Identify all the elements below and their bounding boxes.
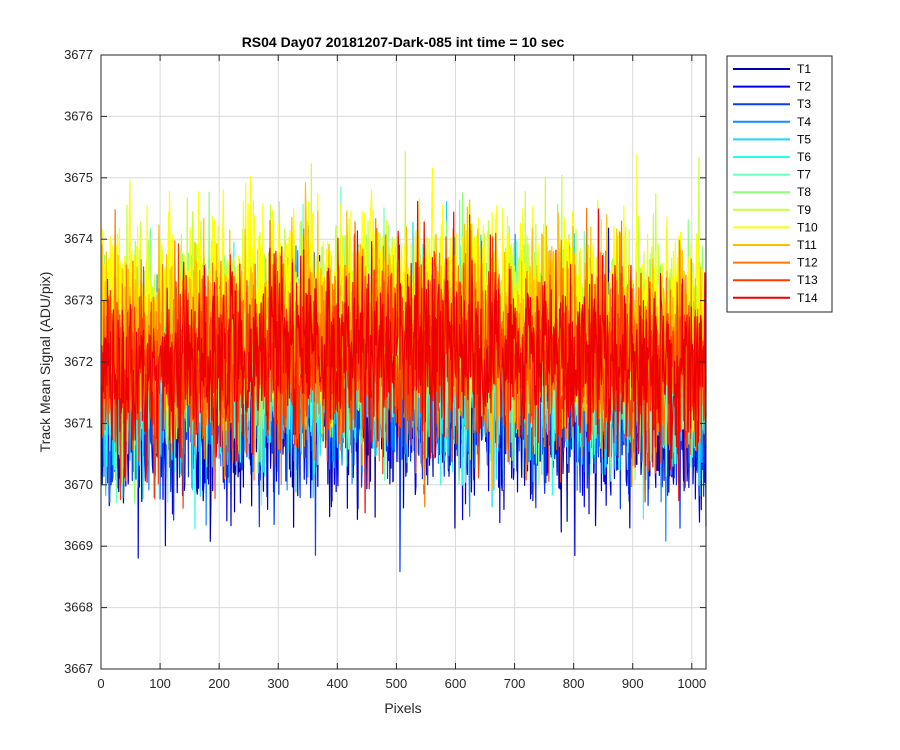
y-tick-label: 3676 <box>64 108 93 123</box>
legend-entry-t5: T5 <box>733 132 811 146</box>
legend-label: T5 <box>797 132 811 146</box>
legend-entry-t7: T7 <box>733 168 811 182</box>
legend-label: T3 <box>797 97 811 111</box>
legend-label: T2 <box>797 80 811 94</box>
legend-entry-t8: T8 <box>733 185 811 199</box>
legend-label: T9 <box>797 203 811 217</box>
y-tick-label: 3677 <box>64 47 93 62</box>
x-tick-label: 700 <box>504 676 526 691</box>
y-tick-label: 3668 <box>64 600 93 615</box>
axis-ticks: 0 100 200 300 400 500 600 700 800 900 1000 3667 3668… <box>64 47 706 691</box>
legend-entry-t3: T3 <box>733 97 811 111</box>
y-axis-label: Track Mean Signal (ADU/pix) <box>37 272 53 453</box>
legend-label: T13 <box>797 273 818 287</box>
legend-entry-t4: T4 <box>733 115 811 129</box>
x-tick-label: 800 <box>563 676 585 691</box>
x-tick-label: 400 <box>326 676 348 691</box>
x-tick-label: 0 <box>97 676 104 691</box>
legend-label: T8 <box>797 185 811 199</box>
legend-entry-t13: T13 <box>733 273 818 287</box>
x-axis-label: Pixels <box>384 700 421 716</box>
legend-entry-t1: T1 <box>733 62 811 76</box>
series-line-t14 <box>100 200 707 514</box>
x-tick-label: 100 <box>149 676 171 691</box>
legend-label: T4 <box>797 115 811 129</box>
y-tick-label: 3667 <box>64 661 93 676</box>
x-tick-label: 500 <box>386 676 408 691</box>
y-tick-label: 3671 <box>64 415 93 430</box>
legend-label: T14 <box>797 291 818 305</box>
y-tick-label: 3672 <box>64 354 93 369</box>
legend-entry-t6: T6 <box>733 150 811 164</box>
legend-entry-t14: T14 <box>733 291 818 305</box>
legend-label: T11 <box>797 238 817 252</box>
legend-label: T1 <box>797 62 811 76</box>
y-tick-label: 3670 <box>64 477 93 492</box>
legend-items: T1 T2 T3 T4 T5 T6 T7 T8 T9 T10 T11 T12 T13 T14 <box>733 62 818 305</box>
legend-entry-t12: T12 <box>733 256 818 270</box>
y-tick-label: 3675 <box>64 170 93 185</box>
y-tick-label: 3674 <box>64 231 93 246</box>
legend-entry-t2: T2 <box>733 80 811 94</box>
x-tick-label: 300 <box>267 676 289 691</box>
legend-label: T10 <box>797 220 818 234</box>
legend-label: T12 <box>797 256 818 270</box>
legend-entry-t11: T11 <box>733 238 817 252</box>
legend-box <box>726 55 833 313</box>
x-tick-label: 200 <box>208 676 230 691</box>
legend: T1 T2 T3 T4 T5 T6 T7 T8 T9 T10 T11 T12 T13 T14 <box>726 55 833 313</box>
legend-label: T6 <box>797 150 811 164</box>
legend-entry-t9: T9 <box>733 203 811 217</box>
x-tick-label: 900 <box>622 676 644 691</box>
legend-entry-t10: T10 <box>733 220 818 234</box>
chart-title: RS04 Day07 20181207-Dark-085 int time = … <box>242 34 565 50</box>
x-tick-label: 1000 <box>677 676 706 691</box>
y-tick-label: 3673 <box>64 293 93 308</box>
x-tick-label: 600 <box>445 676 467 691</box>
legend-label: T7 <box>797 168 811 182</box>
y-tick-label: 3669 <box>64 538 93 553</box>
series-lines <box>100 151 707 573</box>
